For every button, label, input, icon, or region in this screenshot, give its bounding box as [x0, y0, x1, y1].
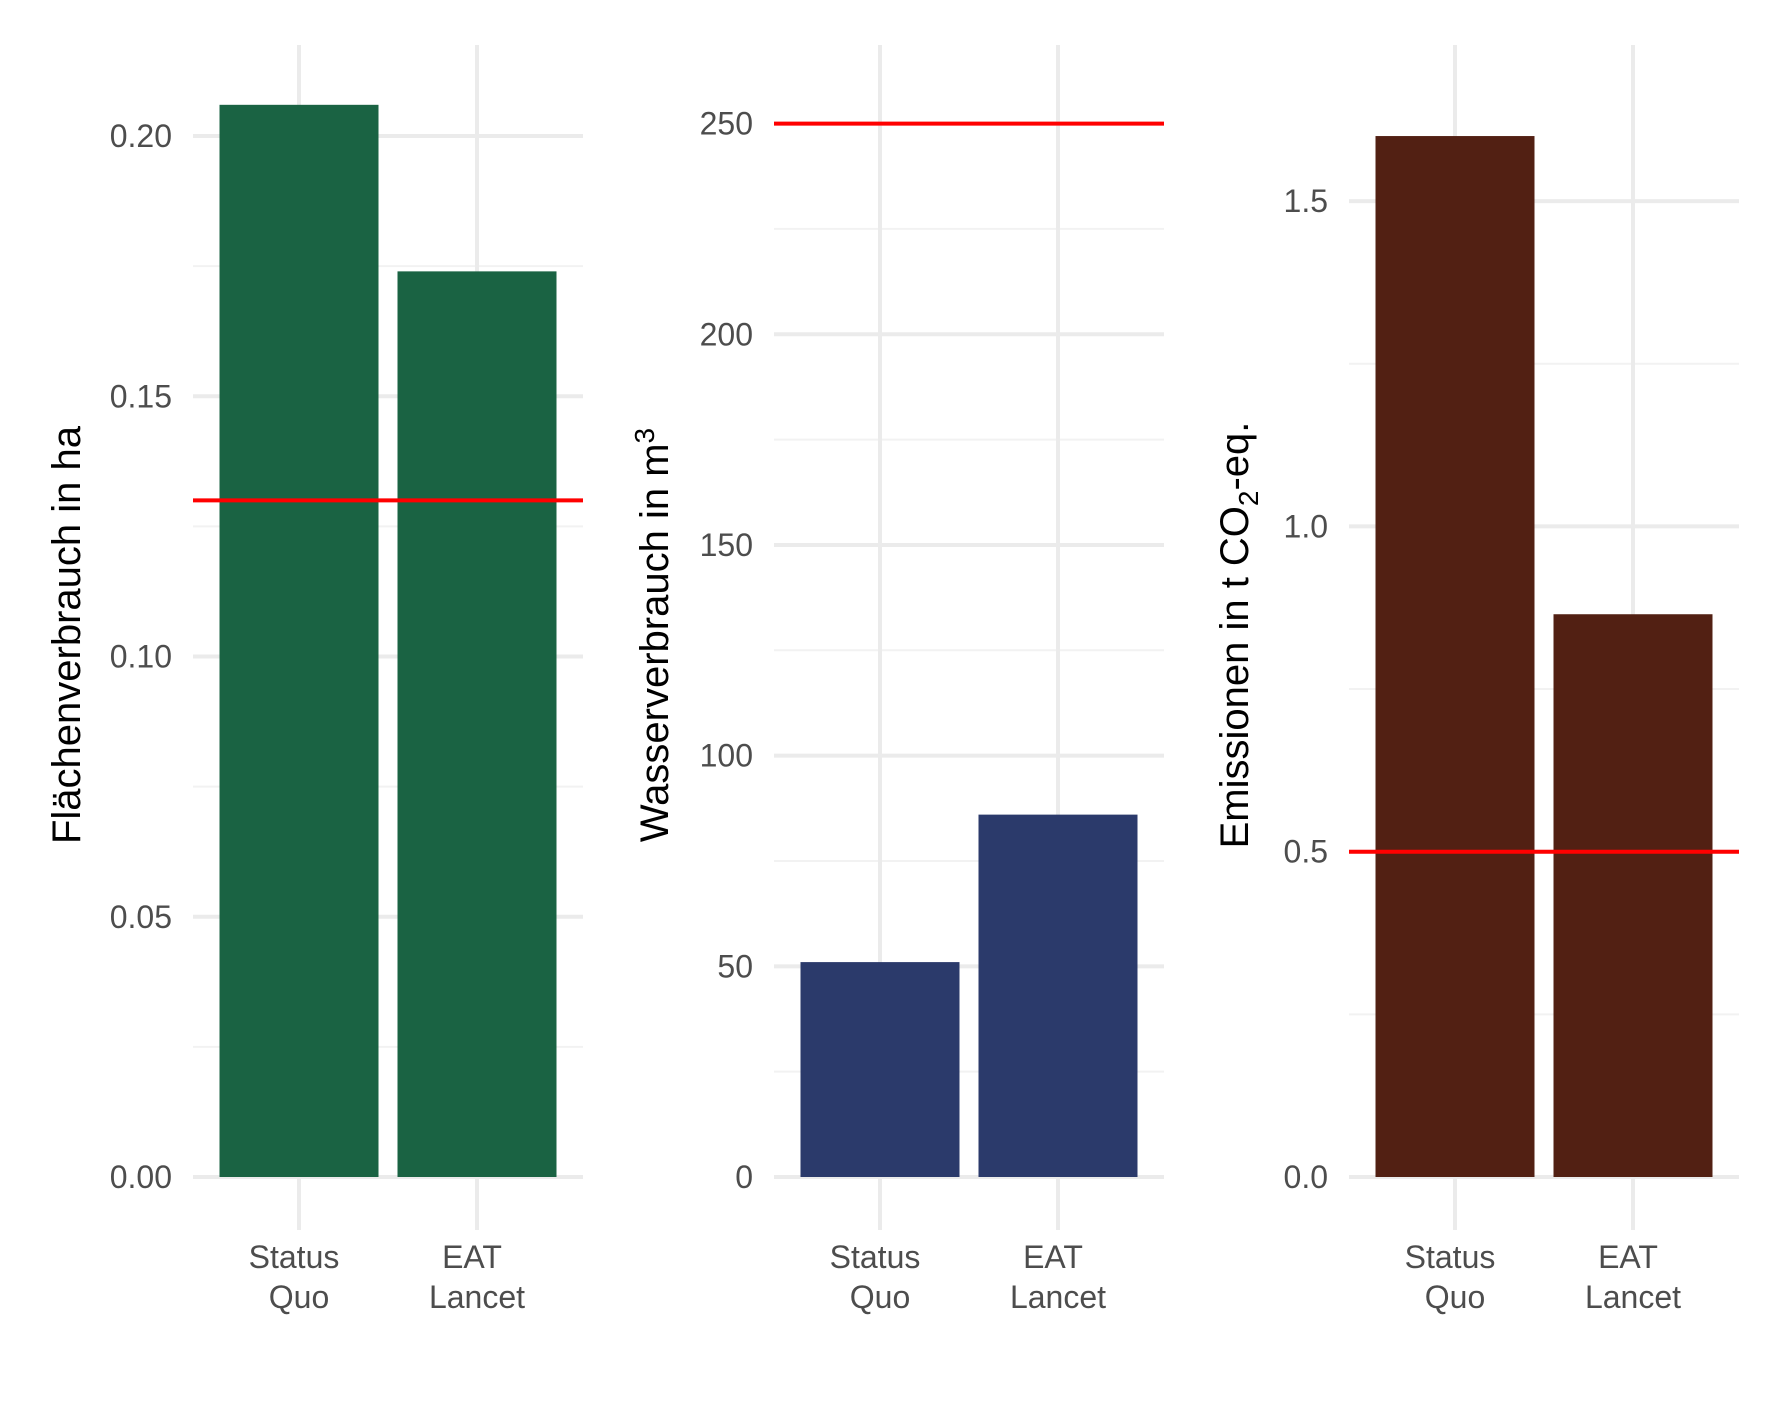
ytick-label: 0.0	[1284, 1159, 1328, 1195]
ytick-label: 0.05	[110, 899, 172, 935]
bar-eat-lancet	[1553, 614, 1713, 1177]
xtick-line: Quo	[850, 1279, 910, 1315]
panel-land-use: Flächenverbrauch in ha 0.00 0.05 0.10 0.15 0…	[45, 45, 583, 1315]
xtick-line: Quo	[269, 1279, 329, 1315]
xtick-line: Status	[249, 1239, 340, 1275]
ylabel-water-use: Wasserverbrauch in m3	[629, 428, 677, 842]
xtick-line: Status	[1405, 1239, 1496, 1275]
ytick-label: 0	[735, 1159, 753, 1195]
xtick-line: Lancet	[1585, 1279, 1681, 1315]
xtick-label: EAT Lancet	[1010, 1239, 1106, 1315]
xtick-line: Lancet	[1010, 1279, 1106, 1315]
ytick-label: 150	[700, 527, 753, 563]
ytick-label: 250	[700, 106, 753, 142]
ylabel-land-use: Flächenverbrauch in ha	[45, 425, 89, 844]
xtick-line: Lancet	[429, 1279, 525, 1315]
bar-status-quo	[800, 962, 960, 1177]
xtick-line: Quo	[1425, 1279, 1485, 1315]
ylabel-emissions: Emissionen in t CO2-eq.	[1213, 422, 1264, 849]
bar-status-quo	[1375, 136, 1535, 1178]
ytick-label: 200	[700, 316, 753, 352]
ytick-label: 0.20	[110, 118, 172, 154]
xtick-line: EAT	[1023, 1239, 1083, 1275]
bar-eat-lancet	[978, 814, 1138, 1177]
xtick-label: EAT Lancet	[1585, 1239, 1681, 1315]
xtick-label: Status Quo	[830, 1239, 921, 1315]
ytick-label: 1.0	[1284, 508, 1328, 544]
xtick-line: EAT	[442, 1239, 502, 1275]
ylabel-emissions-sub: 2	[1233, 491, 1264, 507]
ytick-label: 50	[717, 948, 753, 984]
ytick-label: 0.15	[110, 378, 172, 414]
panel-water-use: Wasserverbrauch in m3 0 50 100 150 200 250 Sta…	[629, 45, 1164, 1315]
ylabel-emissions-tail: -eq.	[1213, 422, 1257, 491]
bar-eat-lancet	[397, 271, 557, 1177]
xtick-label: EAT Lancet	[429, 1239, 525, 1315]
xtick-label: Status Quo	[1405, 1239, 1496, 1315]
ylabel-water-use-sup: 3	[629, 428, 660, 444]
xtick-line: Status	[830, 1239, 921, 1275]
ylabel-emissions-base: Emissionen in t CO	[1213, 506, 1257, 848]
bar-status-quo	[219, 104, 379, 1177]
xtick-label: Status Quo	[249, 1239, 340, 1315]
ytick-label: 0.00	[110, 1159, 172, 1195]
panel-emissions: Emissionen in t CO2-eq. 0.0 0.5 1.0 1.5 Stat…	[1213, 45, 1739, 1315]
ytick-label: 1.5	[1284, 183, 1328, 219]
xtick-line: EAT	[1598, 1239, 1658, 1275]
ytick-label: 100	[700, 738, 753, 774]
ytick-label: 0.5	[1284, 834, 1328, 870]
ylabel-water-use-base: Wasserverbrauch in m	[633, 443, 677, 842]
ytick-label: 0.10	[110, 639, 172, 675]
